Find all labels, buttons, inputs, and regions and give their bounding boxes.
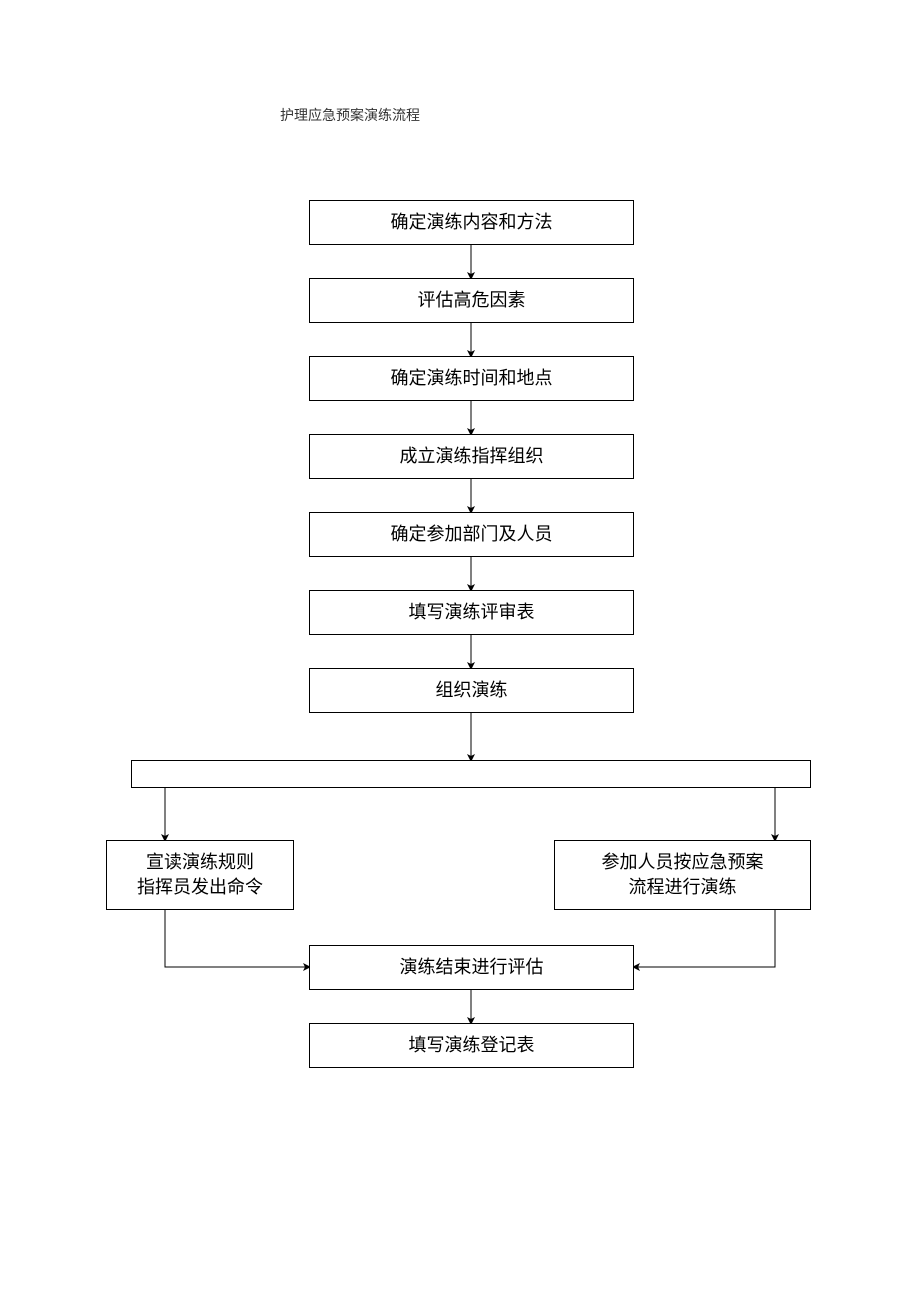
flowchart-node-n5: 确定参加部门及人员 (309, 512, 634, 557)
flowchart-node-n7: 组织演练 (309, 668, 634, 713)
node-text: 确定演练内容和方法 (391, 210, 553, 235)
node-text: 演练结束进行评估 (400, 955, 544, 980)
flowchart-node-n1: 确定演练内容和方法 (309, 200, 634, 245)
flowchart-node-n6: 填写演练评审表 (309, 590, 634, 635)
node-text: 确定参加部门及人员 (391, 522, 553, 547)
flowchart-node-n11: 填写演练登记表 (309, 1023, 634, 1068)
node-text: 指挥员发出命令 (137, 875, 263, 900)
node-text: 评估高危因素 (418, 288, 526, 313)
node-text: 填写演练评审表 (409, 600, 535, 625)
node-text: 参加人员按应急预案 (602, 850, 764, 875)
flowchart-node-n10: 演练结束进行评估 (309, 945, 634, 990)
node-text: 组织演练 (436, 678, 508, 703)
node-text: 填写演练登记表 (409, 1033, 535, 1058)
node-text: 流程进行演练 (629, 875, 737, 900)
node-text: 确定演练时间和地点 (391, 366, 553, 391)
flowchart-node-branch (131, 760, 811, 788)
flowchart-node-n3: 确定演练时间和地点 (309, 356, 634, 401)
flowchart-node-n9: 参加人员按应急预案流程进行演练 (554, 840, 811, 910)
flowchart-arrows (0, 0, 920, 1302)
flowchart-node-n2: 评估高危因素 (309, 278, 634, 323)
flowchart-node-n4: 成立演练指挥组织 (309, 434, 634, 479)
page-title: 护理应急预案演练流程 (280, 105, 420, 125)
node-text: 成立演练指挥组织 (400, 444, 544, 469)
flowchart-node-n8: 宣读演练规则指挥员发出命令 (106, 840, 294, 910)
node-text: 宣读演练规则 (146, 850, 254, 875)
